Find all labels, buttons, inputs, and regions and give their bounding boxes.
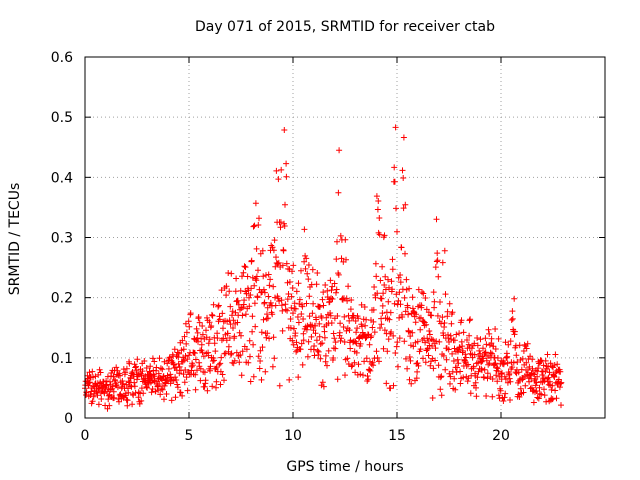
x-tick-label: 0 (81, 428, 90, 444)
x-tick-label: 5 (185, 428, 194, 444)
x-axis-label: GPS time / hours (286, 459, 403, 475)
y-tick-label: 0 (64, 411, 73, 427)
y-tick-label: 0.6 (51, 50, 73, 66)
data-point-markers (82, 364, 130, 412)
data-point-markers (290, 226, 338, 390)
data-point-markers (165, 310, 213, 404)
data-point-markers (123, 355, 171, 409)
y-tick-label: 0.4 (51, 170, 73, 186)
data-point-markers (373, 124, 421, 392)
data-point-markers (206, 263, 255, 391)
points-layer (82, 124, 565, 412)
x-tick-label: 20 (492, 428, 510, 444)
axes-layer: 0 5 10 15 20 0 0.1 0.2 0.3 0.4 0.5 0.6 (51, 50, 606, 444)
y-tick-label: 0.1 (51, 351, 73, 367)
data-point-markers (331, 147, 379, 384)
data-point-markers (456, 316, 504, 402)
y-axis-label: SRMTID / TECUs (7, 183, 23, 296)
data-point-markers (539, 351, 565, 409)
data-point-markers (414, 216, 463, 401)
chart-title: Day 071 of 2015, SRMTID for receiver cta… (195, 19, 495, 35)
x-tick-label: 15 (388, 428, 406, 444)
y-tick-label: 0.2 (51, 291, 73, 307)
y-tick-label: 0.3 (51, 231, 73, 247)
y-tick-label: 0.5 (51, 110, 73, 126)
data-point-markers (248, 127, 296, 389)
x-tick-label: 10 (284, 428, 302, 444)
data-point-markers (498, 295, 546, 406)
